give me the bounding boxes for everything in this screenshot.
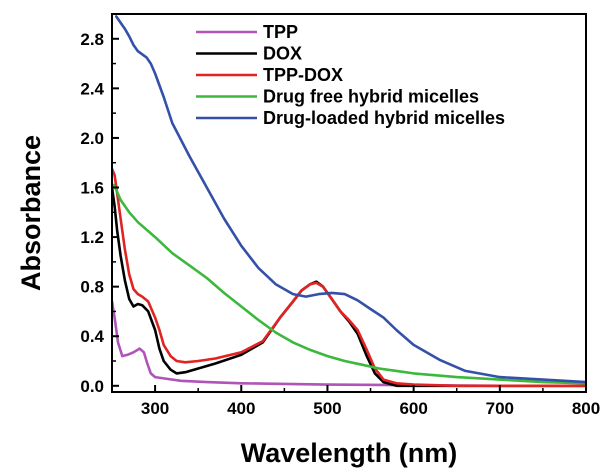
y-tick-label: 2.0 bbox=[80, 129, 104, 148]
y-tick-label: 2.8 bbox=[80, 30, 104, 49]
y-axis-title: Absorbance bbox=[16, 135, 46, 291]
series-line-1 bbox=[112, 300, 586, 388]
series-line-5 bbox=[115, 15, 586, 384]
y-axis: 0.0 0.4 0.8 1.2 1.6 2.0 2.4 2.8 bbox=[80, 13, 119, 396]
x-tick-label: 600 bbox=[399, 399, 427, 418]
y-tick-label: 1.2 bbox=[80, 228, 104, 247]
plot-frame bbox=[111, 13, 587, 393]
legend-label-5: Drug-loaded hybrid micelles bbox=[263, 108, 505, 128]
x-axis-title: Wavelength (nm) bbox=[241, 438, 458, 468]
series-line-4 bbox=[112, 183, 586, 385]
y-tick-label: 0.4 bbox=[80, 327, 104, 346]
y-tick-label: 2.4 bbox=[80, 79, 104, 98]
y-tick-label: 1.6 bbox=[80, 179, 104, 198]
series-line-3 bbox=[112, 167, 586, 388]
legend-label-2: DOX bbox=[263, 44, 302, 64]
legend-label-4: Drug free hybrid micelles bbox=[263, 87, 479, 107]
legend-label-1: TPP bbox=[263, 22, 298, 42]
x-tick-label: 500 bbox=[313, 399, 341, 418]
series-line-2 bbox=[112, 186, 586, 388]
x-axis: 300 400 500 600 700 800 bbox=[111, 385, 600, 418]
x-tick-label: 400 bbox=[227, 399, 255, 418]
x-tick-label: 300 bbox=[141, 399, 169, 418]
series-layer bbox=[112, 15, 586, 388]
x-tick-label: 800 bbox=[572, 399, 600, 418]
y-tick-label: 0.0 bbox=[80, 377, 104, 396]
y-tick-label: 0.8 bbox=[80, 278, 104, 297]
x-tick-label: 700 bbox=[486, 399, 514, 418]
legend-label-3: TPP-DOX bbox=[263, 65, 343, 85]
